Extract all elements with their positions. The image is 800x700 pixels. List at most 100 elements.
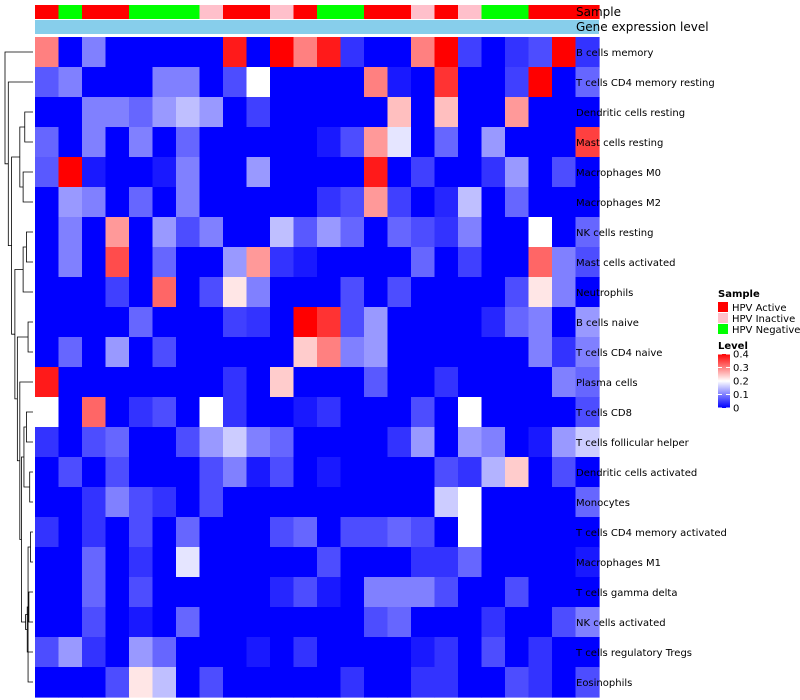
heatmap-cell (152, 547, 177, 578)
heatmap-cell (317, 397, 342, 428)
heatmap-cell (105, 277, 130, 308)
heatmap-cell (270, 37, 295, 68)
heatmap-cell (411, 367, 436, 398)
heatmap-cell (481, 157, 506, 188)
heatmap-cell (82, 187, 107, 218)
heatmap-cell (58, 667, 83, 698)
heatmap-cell (364, 67, 389, 98)
dendrogram-branch (26, 606, 33, 653)
heatmap-cell (105, 517, 130, 548)
heatmap-cell (481, 547, 506, 578)
sample-annotation-cell (387, 5, 412, 19)
dendrogram-branch (4, 51, 33, 165)
row-label: NK cells activated (576, 618, 666, 629)
heatmap-cell (82, 547, 107, 578)
heatmap-cell (129, 427, 154, 458)
heatmap-cell (552, 397, 577, 428)
heatmap-cell (505, 97, 530, 128)
heatmap-cell (575, 67, 600, 98)
heatmap-cell (552, 337, 577, 368)
heatmap-cell (223, 157, 248, 188)
sample-annotation-cell (176, 5, 201, 19)
heatmap-cell (528, 37, 553, 68)
sample-annotation-cell (434, 5, 459, 19)
heatmap-cell (35, 277, 60, 308)
heatmap-cell (105, 307, 130, 338)
heatmap-cell (575, 457, 600, 488)
heatmap-cell (58, 187, 83, 218)
heatmap-cell (481, 97, 506, 128)
row-label: T cells CD4 naive (575, 348, 662, 359)
heatmap-cell (364, 577, 389, 608)
heatmap-cell (528, 307, 553, 338)
heatmap-cell (35, 67, 60, 98)
heatmap-cell (575, 337, 600, 368)
row-label: B cells memory (576, 48, 653, 59)
heatmap-cell (317, 277, 342, 308)
heatmap-cell (411, 97, 436, 128)
row-label: T cells CD8 (575, 408, 632, 419)
heatmap-cell (223, 367, 248, 398)
heatmap-cell (223, 247, 248, 278)
heatmap-cell (340, 457, 365, 488)
heatmap-cell (434, 217, 459, 248)
heatmap-cell (129, 607, 154, 638)
heatmap-cell (528, 607, 553, 638)
heatmap-cell (152, 637, 177, 668)
heatmap-cell (176, 127, 201, 158)
heatmap-cell (58, 547, 83, 578)
heatmap-cell (317, 457, 342, 488)
heatmap-cell (223, 127, 248, 158)
heatmap-cell (58, 397, 83, 428)
heatmap-cell (35, 667, 60, 698)
heatmap-cell (129, 67, 154, 98)
heatmap-cell (82, 367, 107, 398)
heatmap-cell (35, 127, 60, 158)
heatmap-cell (223, 37, 248, 68)
heatmap-cell (152, 307, 177, 338)
heatmap-cell (364, 367, 389, 398)
heatmap-cell (434, 247, 459, 278)
heatmap-cell (176, 637, 201, 668)
heatmap-cell (528, 637, 553, 668)
heatmap-cell (458, 217, 483, 248)
row-labels: B cells memory T cells CD4 memory resting… (575, 48, 727, 689)
heatmap-cell (293, 667, 318, 698)
heatmap-cell (434, 667, 459, 698)
dendrogram-branch (19, 126, 25, 188)
heatmap-cell (387, 457, 412, 488)
heatmap-cell (105, 127, 130, 158)
heatmap-cell (387, 367, 412, 398)
row-label: T cells CD4 memory activated (575, 528, 727, 539)
heatmap-cell (481, 367, 506, 398)
heatmap-cell (340, 427, 365, 458)
heatmap-cell (35, 427, 60, 458)
heatmap-cell (293, 457, 318, 488)
heatmap-cell (317, 97, 342, 128)
heatmap-cell (82, 667, 107, 698)
sample-legend-label: HPV Inactive (732, 314, 795, 325)
heatmap-cell (317, 127, 342, 158)
column-annotations (35, 5, 600, 34)
heatmap-cell (481, 307, 506, 338)
heatmap-cell (223, 427, 248, 458)
sample-annotation-cell (82, 5, 107, 19)
heatmap-cell (411, 607, 436, 638)
heatmap-cell (411, 157, 436, 188)
heatmap-cell (246, 67, 271, 98)
heatmap-cell (293, 577, 318, 608)
heatmap-cell (387, 667, 412, 698)
heatmap-cell (58, 367, 83, 398)
heatmap-cell (152, 457, 177, 488)
level-tick-label: 0 (733, 404, 739, 415)
heatmap-cell (434, 607, 459, 638)
heatmap-cell (364, 457, 389, 488)
heatmap-cell (552, 487, 577, 518)
heatmap-cell (270, 487, 295, 518)
heatmap-cell (176, 67, 201, 98)
heatmap-cell (293, 97, 318, 128)
heatmap-cell (246, 397, 271, 428)
annotation-label-expression: Gene expression level (576, 20, 709, 34)
heatmap-cell (129, 637, 154, 668)
heatmap-cell (458, 457, 483, 488)
